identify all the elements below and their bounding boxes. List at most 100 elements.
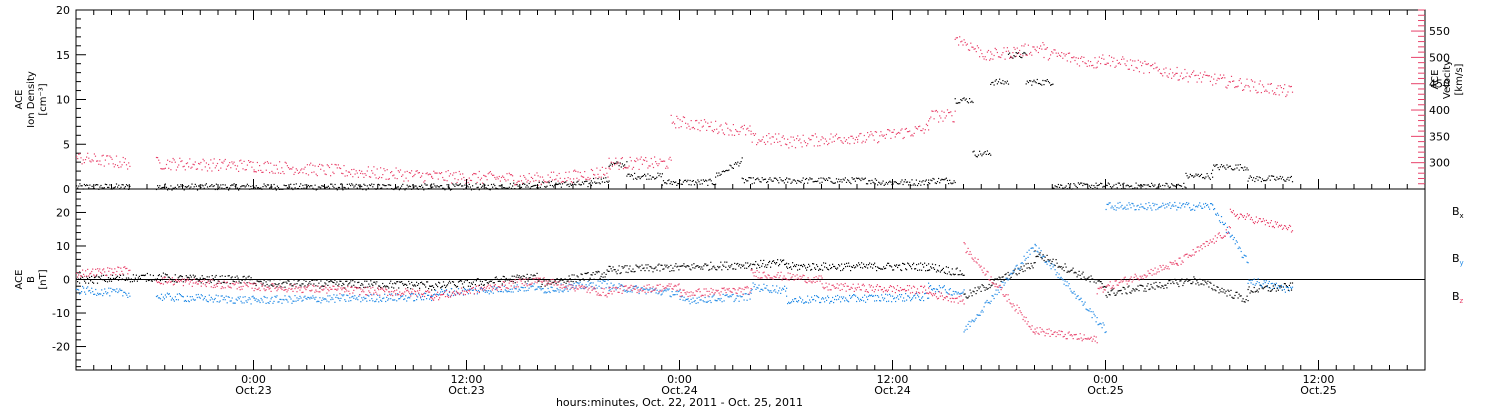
field-series-Bx-point-996 — [1060, 266, 1062, 268]
field-series-Bz-point-22 — [98, 270, 100, 272]
field-series-Bx-point-571 — [640, 269, 642, 272]
velocity-series-point-127 — [242, 168, 244, 170]
density-series-point-696 — [862, 178, 864, 181]
velocity-series-point-1061 — [1261, 84, 1264, 86]
velocity-series-point-826 — [1004, 58, 1006, 60]
field-series-Bx-point-516 — [586, 272, 588, 274]
field-series-Bz-point-121 — [222, 287, 224, 289]
field-series-Bx-point-826 — [894, 264, 896, 266]
density-series-point-268 — [398, 189, 400, 191]
field-series-By-point-14 — [90, 292, 92, 294]
velocity-series-point-952 — [1142, 62, 1144, 64]
velocity-series-point-955 — [1145, 63, 1147, 65]
density-series-point-89 — [200, 186, 202, 189]
velocity-axis-label-1: Velocity — [1442, 60, 1453, 99]
field-series-Bx-point-344 — [417, 284, 419, 286]
density-series-point-41 — [121, 184, 123, 186]
velocity-series-point-797 — [973, 48, 975, 50]
field-series-By-point-464 — [561, 290, 563, 292]
field-series-By-point-628 — [723, 300, 725, 302]
field-series-Bz-point-243 — [343, 287, 345, 289]
field-series-Bz-point-149 — [250, 283, 252, 285]
density-series-point-472 — [619, 162, 621, 164]
velocity-series-point-1 — [77, 158, 79, 160]
velocity-series-point-987 — [1179, 75, 1181, 77]
field-series-By-point-358 — [456, 293, 459, 295]
velocity-series-point-140 — [255, 171, 257, 173]
field-series-By-point-1109 — [1197, 206, 1199, 208]
velocity-series-point-772 — [946, 109, 949, 111]
density-series-point-98 — [210, 185, 212, 187]
velocity-series-point-702 — [870, 131, 872, 133]
field-series-By-point-222 — [322, 297, 324, 299]
field-series-By-point-5 — [81, 291, 83, 293]
field-series-Bx-point-715 — [784, 263, 786, 266]
field-series-By-point-49 — [125, 293, 127, 295]
field-series-Bz-point-6 — [82, 269, 84, 271]
field-series-Bx-point-717 — [786, 262, 788, 264]
velocity-series-point-570 — [727, 127, 729, 129]
velocity-series-point-724 — [894, 136, 896, 138]
field-series-Bx-point-581 — [650, 266, 652, 268]
field-series-Bx-point-1169 — [1231, 296, 1233, 298]
velocity-series-point-538 — [691, 127, 693, 129]
field-series-Bx-point-437 — [508, 279, 510, 281]
field-series-By-point-724 — [817, 296, 819, 298]
field-series-Bx-point-313 — [386, 285, 388, 287]
velocity-series-point-1088 — [1291, 91, 1294, 93]
velocity-series-point-343 — [479, 179, 481, 181]
velocity-series-point-912 — [1097, 60, 1099, 62]
field-series-By-point-971 — [1060, 276, 1062, 278]
velocity-series-point-1019 — [1215, 83, 1217, 85]
velocity-series-point-358 — [496, 176, 498, 178]
velocity-series-point-609 — [769, 137, 771, 139]
field-series-By-point-974 — [1063, 283, 1065, 285]
field-series-Bx-point-678 — [747, 262, 749, 264]
velocity-series-point-862 — [1043, 56, 1045, 59]
field-series-Bz-point-55 — [156, 281, 159, 284]
velocity-series-point-213 — [336, 167, 338, 169]
velocity-series-point-93 — [204, 166, 206, 168]
density-series-point-461 — [608, 180, 610, 182]
field-series-By-point-1039 — [1127, 208, 1129, 210]
density-series-point-464 — [610, 162, 612, 164]
field-series-By-point-954 — [1043, 255, 1045, 257]
field-series-Bz-point-34 — [110, 274, 112, 276]
density-series-point-196 — [319, 186, 321, 188]
field-series-By-point-285 — [385, 300, 387, 303]
field-series-By-point-1094 — [1182, 203, 1184, 205]
field-series-By-point-1034 — [1122, 208, 1124, 210]
density-series-point-244 — [372, 186, 374, 188]
field-series-By-point-428 — [526, 283, 528, 285]
field-series-By-point-313 — [413, 300, 415, 302]
field-series-Bx-point-810 — [878, 267, 880, 269]
field-series-By-point-99 — [200, 294, 202, 296]
velocity-series-point-770 — [944, 117, 946, 119]
velocity-series-point-782 — [956, 37, 958, 39]
field-series-By-point-224 — [324, 298, 326, 300]
velocity-series-point-587 — [746, 128, 748, 130]
field-series-By-point-820 — [913, 295, 915, 297]
velocity-series-point-178 — [297, 172, 300, 174]
velocity-series-point-768 — [942, 120, 944, 122]
field-series-Bz-point-109 — [210, 286, 212, 288]
field-series-By-point-336 — [435, 289, 437, 292]
field-series-Bx-point-35 — [110, 280, 113, 282]
field-series-Bx-point-224 — [297, 280, 299, 282]
velocity-series-point-916 — [1102, 54, 1104, 56]
field-series-By-point-755 — [848, 301, 850, 303]
field-series-By-point-146 — [247, 299, 249, 301]
velocity-series-point-705 — [873, 139, 875, 141]
field-series-Bz-point-76 — [177, 279, 179, 281]
velocity-series-point-708 — [877, 142, 879, 144]
density-series-point-726 — [894, 181, 896, 183]
field-series-Bx-point-999 — [1063, 270, 1065, 272]
density-series-point-935 — [1117, 182, 1119, 184]
density-series-point-269 — [399, 187, 402, 189]
velocity-series-point-134 — [250, 161, 252, 163]
velocity-series-point-1032 — [1229, 81, 1231, 83]
density-tick-label-15: 15 — [56, 49, 70, 62]
field-series-Bx-point-562 — [631, 271, 633, 273]
density-series-point-115 — [229, 187, 231, 189]
field-series-Bx-point-1076 — [1139, 284, 1141, 286]
